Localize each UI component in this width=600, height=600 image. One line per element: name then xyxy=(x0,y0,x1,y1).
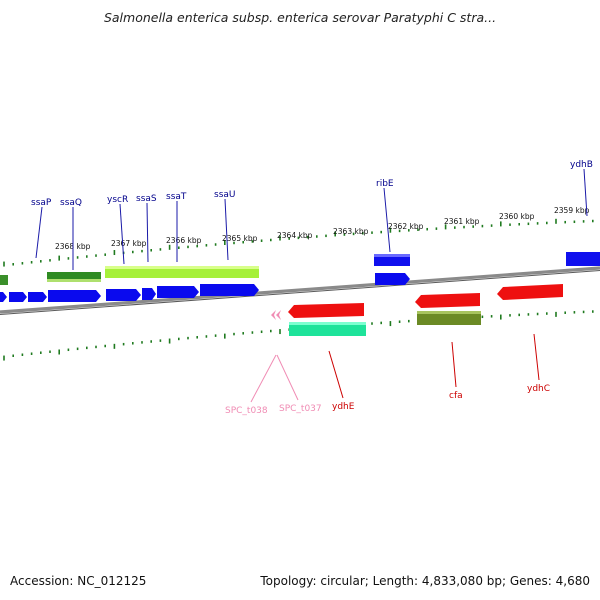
trna-chevron xyxy=(271,310,276,320)
rna-label-SPC_t038: SPC_t038 xyxy=(225,406,268,416)
gene-label-ssaS: ssaS xyxy=(136,194,157,204)
minus-strand-cds xyxy=(271,284,563,336)
cds-arrow-plus xyxy=(9,292,27,302)
scale-labels: 2368 kbp 2367 kbp 2366 kbp 2365 kbp 2364… xyxy=(55,206,590,251)
trna-chevron xyxy=(276,310,281,320)
feature-bar-blue-hl xyxy=(374,254,410,257)
scale-label-2359: 2359 kbp xyxy=(554,206,590,215)
scale-label-2362: 2362 kbp xyxy=(388,222,424,231)
topology-text: Topology: circular; Length: 4,833,080 bp… xyxy=(260,574,590,588)
cds-arrow-ribE xyxy=(375,273,410,285)
minus-gene-leaders xyxy=(328,333,540,399)
gene-label-yscR: yscR xyxy=(107,195,128,205)
plus-gene-labels: ssaP ssaQ yscR ssaS ssaT ssaU ribE ydhB xyxy=(31,160,593,208)
scale-label-2367: 2367 kbp xyxy=(111,239,147,248)
cds-arrow-yscR xyxy=(106,289,141,301)
genome-title: Salmonella enterica subsp. enterica sero… xyxy=(103,10,497,25)
gene-label-ssaU: ssaU xyxy=(214,190,235,200)
plus-strand-cds xyxy=(0,273,410,302)
scale-label-2360: 2360 kbp xyxy=(499,212,535,221)
gene-label-ydhB: ydhB xyxy=(570,160,593,170)
plus-strand-features-upper xyxy=(0,252,600,285)
cds-arrow-ssaQ xyxy=(48,290,101,302)
rna-leaders xyxy=(250,354,299,403)
accession-text: Accession: NC_012125 xyxy=(10,574,147,588)
plus-gene-leaders xyxy=(35,168,588,270)
feature-bar-olive xyxy=(417,311,481,325)
feature-bar-dark-green xyxy=(47,272,101,282)
scale-label-2363: 2363 kbp xyxy=(333,227,369,236)
feature-bar-light-green-hl xyxy=(105,266,259,269)
chromosome-backbone xyxy=(0,266,600,314)
gene-label-ydhE: ydhE xyxy=(332,402,355,412)
cds-arrow-ydhC xyxy=(497,284,563,300)
gene-label-ssaQ: ssaQ xyxy=(60,198,82,208)
feature-bar-blue xyxy=(566,252,600,266)
minus-gene-labels: ydhE cfa ydhC xyxy=(332,384,550,412)
cds-arrow-ssaT xyxy=(157,286,199,298)
cds-arrow-plus xyxy=(28,292,47,302)
scale-label-2364: 2364 kbp xyxy=(277,231,313,240)
feature-bar-teal xyxy=(289,322,366,336)
gene-label-ydhC: ydhC xyxy=(527,384,550,394)
feature-bar-olive-hl xyxy=(417,311,481,314)
gene-label-ribE: ribE xyxy=(376,179,394,189)
rna-label-SPC_t037: SPC_t037 xyxy=(279,404,322,414)
scale-label-2366: 2366 kbp xyxy=(166,236,202,245)
gene-label-ssaP: ssaP xyxy=(31,198,52,208)
gene-label-cfa: cfa xyxy=(449,391,463,401)
feature-bar-dark-green xyxy=(0,275,8,285)
feature-bar-teal-hl xyxy=(289,322,366,325)
gene-label-ssaT: ssaT xyxy=(166,192,187,202)
scale-label-2365: 2365 kbp xyxy=(222,234,258,243)
cds-arrow-cfa xyxy=(415,293,480,308)
scale-label-2361: 2361 kbp xyxy=(444,217,480,226)
cds-arrow-ydhE xyxy=(288,303,364,318)
scale-ticks-outer xyxy=(3,218,594,267)
cds-arrow-ssaS xyxy=(142,288,156,300)
chromosome-backbone-shadow xyxy=(0,270,600,315)
rna-labels: SPC_t038 SPC_t037 xyxy=(225,404,322,416)
feature-bar-dark-green-hl xyxy=(47,279,101,282)
cds-arrow-ssaU xyxy=(200,284,259,296)
cds-arrow-plus xyxy=(0,292,7,302)
